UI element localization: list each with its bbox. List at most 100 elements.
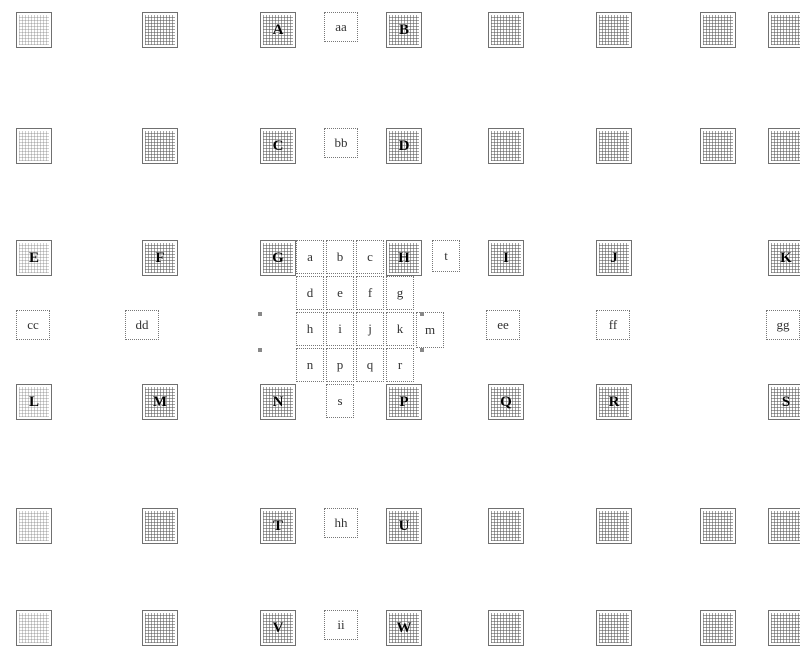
pattern-label: V [261, 611, 295, 645]
pattern-cell-U: U [386, 508, 422, 544]
grid-cell-b: b [326, 240, 354, 274]
plain-label-hh: hh [324, 508, 358, 538]
pattern-label: U [387, 509, 421, 543]
grid-cell-r: r [386, 348, 414, 382]
pattern-label: P [387, 385, 421, 419]
pattern-cell-I: I [488, 240, 524, 276]
pattern-cell [142, 12, 178, 48]
pattern-cell [768, 508, 800, 544]
pattern-cell-Q: Q [488, 384, 524, 420]
grid-cell-q: q [356, 348, 384, 382]
grid-cell-t: t [432, 240, 460, 272]
pattern-cell-N: N [260, 384, 296, 420]
pattern-label: H [387, 241, 421, 275]
pattern-cell-B: B [386, 12, 422, 48]
plain-label-cc: cc [16, 310, 50, 340]
pattern-cell [488, 610, 524, 646]
pattern-cell [700, 610, 736, 646]
pattern-label: R [597, 385, 631, 419]
pattern-label: G [261, 241, 295, 275]
plain-label-ff: ff [596, 310, 630, 340]
pattern-cell-T: T [260, 508, 296, 544]
pattern-cell-E: E [16, 240, 52, 276]
pattern-cell [768, 610, 800, 646]
pattern-cell [488, 508, 524, 544]
grid-cell-k: k [386, 312, 414, 346]
tick-mark [258, 312, 262, 316]
grid-cell-i: i [326, 312, 354, 346]
diagram-stage: ABCDEFGHIJKLMNPQRSTUVWaabbccddeeffgghhii… [0, 0, 800, 651]
pattern-cell [768, 12, 800, 48]
pattern-cell-H: H [386, 240, 422, 276]
pattern-label: M [143, 385, 177, 419]
grid-cell-d: d [296, 276, 324, 310]
pattern-label: A [261, 13, 295, 47]
pattern-cell [142, 508, 178, 544]
grid-cell-h: h [296, 312, 324, 346]
pattern-cell-J: J [596, 240, 632, 276]
pattern-label: L [17, 385, 51, 419]
pattern-cell [596, 12, 632, 48]
pattern-label: Q [489, 385, 523, 419]
pattern-cell-F: F [142, 240, 178, 276]
grid-cell-c: c [356, 240, 384, 274]
grid-cell-m: m [416, 312, 444, 348]
pattern-label: W [387, 611, 421, 645]
pattern-label: T [261, 509, 295, 543]
pattern-cell-M: M [142, 384, 178, 420]
pattern-cell [700, 508, 736, 544]
pattern-cell [596, 610, 632, 646]
pattern-label: B [387, 13, 421, 47]
tick-mark [420, 348, 424, 352]
pattern-cell [16, 12, 52, 48]
pattern-cell-S: S [768, 384, 800, 420]
grid-cell-g: g [386, 276, 414, 310]
pattern-cell [16, 128, 52, 164]
pattern-cell-P: P [386, 384, 422, 420]
grid-cell-s: s [326, 384, 354, 418]
tick-mark [420, 312, 424, 316]
pattern-cell [488, 128, 524, 164]
pattern-cell [16, 610, 52, 646]
pattern-cell [142, 610, 178, 646]
grid-cell-n: n [296, 348, 324, 382]
grid-cell-a: a [296, 240, 324, 274]
plain-label-gg: gg [766, 310, 800, 340]
plain-label-bb: bb [324, 128, 358, 158]
pattern-cell-A: A [260, 12, 296, 48]
plain-label-aa: aa [324, 12, 358, 42]
pattern-cell [142, 128, 178, 164]
grid-cell-j: j [356, 312, 384, 346]
pattern-cell [16, 508, 52, 544]
pattern-cell [488, 12, 524, 48]
pattern-cell-C: C [260, 128, 296, 164]
pattern-cell-R: R [596, 384, 632, 420]
pattern-cell [700, 12, 736, 48]
pattern-cell [768, 128, 800, 164]
pattern-label: I [489, 241, 523, 275]
tick-mark [258, 348, 262, 352]
pattern-label: N [261, 385, 295, 419]
pattern-cell [700, 128, 736, 164]
plain-label-ii: ii [324, 610, 358, 640]
pattern-cell [596, 508, 632, 544]
grid-cell-p: p [326, 348, 354, 382]
pattern-label: S [769, 385, 800, 419]
grid-cell-e: e [326, 276, 354, 310]
pattern-cell [596, 128, 632, 164]
grid-cell-f: f [356, 276, 384, 310]
pattern-label: J [597, 241, 631, 275]
pattern-label: C [261, 129, 295, 163]
pattern-label: K [769, 241, 800, 275]
plain-label-dd: dd [125, 310, 159, 340]
pattern-cell-L: L [16, 384, 52, 420]
pattern-label: F [143, 241, 177, 275]
pattern-cell-V: V [260, 610, 296, 646]
pattern-label: D [387, 129, 421, 163]
pattern-label: E [17, 241, 51, 275]
pattern-cell-W: W [386, 610, 422, 646]
plain-label-ee: ee [486, 310, 520, 340]
pattern-cell-G: G [260, 240, 296, 276]
pattern-cell-D: D [386, 128, 422, 164]
pattern-cell-K: K [768, 240, 800, 276]
